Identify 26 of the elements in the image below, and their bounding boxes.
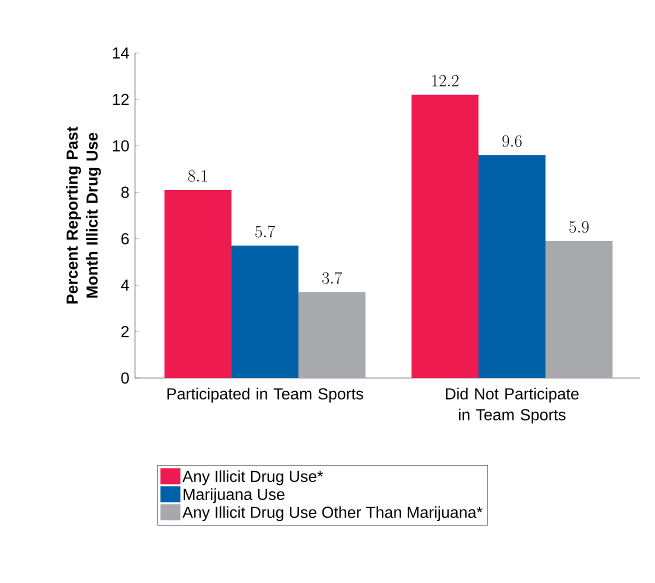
data-label: 3.7 bbox=[322, 272, 342, 284]
y-tick-label: 10 bbox=[112, 140, 129, 152]
bar bbox=[298, 292, 366, 378]
y-tick-label: 2 bbox=[121, 326, 129, 338]
data-label: 12.2 bbox=[432, 74, 458, 86]
data-label: 5.7 bbox=[255, 226, 276, 238]
y-tick-label: 0 bbox=[121, 372, 129, 384]
bar bbox=[478, 155, 546, 378]
x-tick-label: Participated in Team Sports bbox=[167, 388, 364, 403]
bar bbox=[412, 94, 479, 378]
y-tick-label: 6 bbox=[121, 233, 129, 244]
y-tick-label: 4 bbox=[120, 280, 130, 291]
y-axis-title: Percent Reporting Past Month Illicit Drug Use bbox=[66, 126, 101, 304]
data-label: 5.9 bbox=[569, 221, 589, 233]
bar bbox=[164, 190, 232, 378]
legend-label: Any Illicit Drug Use* bbox=[182, 470, 323, 486]
y-tick-label: 14 bbox=[112, 48, 130, 58]
y-tick-label: 8 bbox=[121, 186, 129, 198]
legend-label: Marijuana Use bbox=[184, 488, 284, 504]
bar bbox=[231, 246, 298, 378]
y-tick-label: 12 bbox=[112, 94, 129, 105]
bar bbox=[546, 241, 613, 378]
data-label: 9.6 bbox=[502, 135, 522, 147]
data-label: 8. 1 bbox=[188, 170, 207, 182]
legend-label: Any Illicit Drug Use Other Than Marijuana* bbox=[182, 506, 482, 522]
x-tick-label: Did Not Participate in Team Sports bbox=[446, 388, 579, 424]
